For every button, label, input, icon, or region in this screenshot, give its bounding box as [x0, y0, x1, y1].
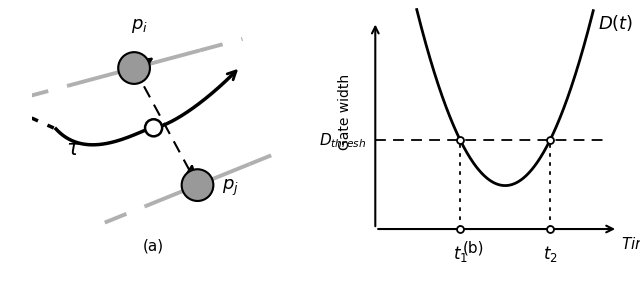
Text: (a): (a) [143, 238, 164, 253]
Text: (b): (b) [463, 241, 484, 256]
Text: $D(t)$: $D(t)$ [598, 13, 634, 33]
Text: $\tau$: $\tau$ [66, 139, 81, 158]
Circle shape [118, 52, 150, 84]
Text: $p_i$: $p_i$ [131, 17, 147, 35]
Text: $p_j$: $p_j$ [222, 177, 239, 198]
Text: $t_1$: $t_1$ [452, 244, 468, 264]
Circle shape [145, 119, 162, 136]
Text: $D_{thresh}$: $D_{thresh}$ [319, 131, 366, 150]
Text: Gate width: Gate width [337, 74, 351, 150]
Text: $t_2$: $t_2$ [543, 244, 557, 264]
Circle shape [182, 169, 213, 201]
Text: $Time$: $Time$ [621, 236, 640, 252]
